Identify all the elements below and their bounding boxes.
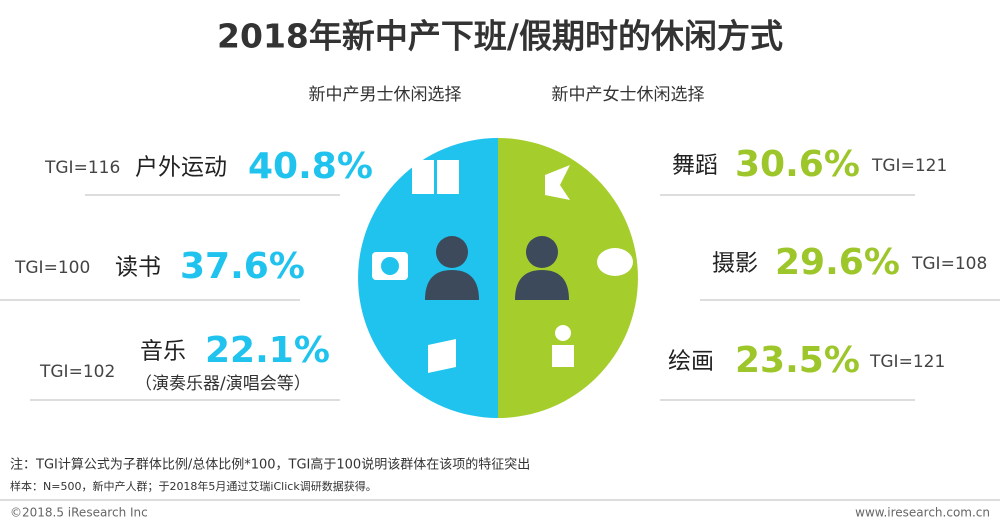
tgi: TGI=100: [14, 258, 90, 278]
icons: [372, 160, 633, 373]
tgi: TGI=102: [39, 362, 115, 382]
tgi: TGI=121: [871, 156, 947, 176]
percent: 23.5%: [735, 340, 860, 381]
title: 2018年新中产下班/假期时的休闲方式: [217, 17, 783, 56]
percent: 37.6%: [180, 246, 305, 287]
tgi: TGI=121: [869, 352, 945, 372]
label: 音乐: [140, 339, 186, 365]
copyright: ©2018.5 iResearch Inc: [10, 506, 148, 520]
percent: 30.6%: [735, 144, 860, 185]
tgi: TGI=108: [911, 254, 987, 274]
percent: 22.1%: [205, 330, 330, 371]
label: 户外运动: [135, 155, 227, 181]
male-half: [358, 138, 498, 418]
female-heading: 新中产女士休闲选择: [552, 85, 705, 105]
label: 绘画: [668, 349, 714, 375]
female-half: [498, 138, 638, 418]
label: 读书: [115, 255, 161, 281]
note: 样本：N=500，新中产人群；于2018年5月通过艾瑞iClick调研数据获得。: [10, 479, 377, 493]
label-note: （演奏乐器/演唱会等）: [135, 374, 311, 394]
percent: 40.8%: [248, 146, 373, 187]
male-heading: 新中产男士休闲选择: [309, 85, 462, 105]
note: 注：TGI计算公式为子群体比例/总体比例*100，TGI高于100说明该群体在该…: [10, 457, 530, 473]
label: 摄影: [712, 251, 758, 277]
label: 舞蹈: [672, 153, 718, 179]
percent: 29.6%: [775, 242, 900, 283]
website: www.iresearch.com.cn: [855, 506, 990, 520]
tgi: TGI=116: [44, 158, 120, 178]
